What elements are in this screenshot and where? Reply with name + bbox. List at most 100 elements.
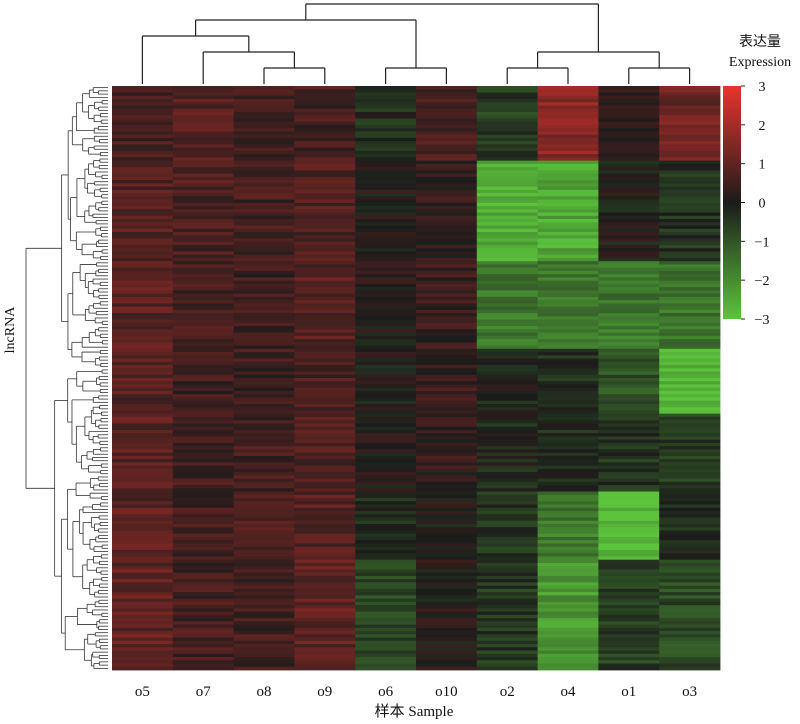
heatmap-cell [598, 254, 660, 259]
heatmap-cell [233, 173, 295, 178]
heatmap-cell [112, 199, 174, 204]
heatmap-cell [233, 167, 295, 171]
heatmap-cell [172, 248, 234, 252]
heatmap-cell [659, 384, 721, 389]
heatmap-cell [416, 423, 478, 428]
heatmap-cell [416, 287, 478, 291]
heatmap-cell [416, 105, 478, 110]
heatmap-cell [355, 238, 417, 243]
heatmap-cell [112, 624, 174, 629]
heatmap-cell [598, 455, 660, 460]
heatmap-cell [112, 86, 174, 90]
heatmap-cell [172, 407, 234, 411]
heatmap-cell [416, 666, 478, 671]
heatmap-cell [537, 585, 599, 590]
heatmap-cell [172, 533, 234, 538]
heatmap-cell [294, 426, 356, 431]
heatmap-cell [598, 306, 660, 311]
colorbar-gradient [723, 86, 741, 319]
heatmap-cell [659, 352, 721, 356]
heatmap-cell [355, 368, 417, 372]
heatmap-cell [355, 92, 417, 97]
heatmap-cell [659, 264, 721, 269]
heatmap-cell [172, 163, 234, 168]
heatmap-cell [233, 384, 295, 389]
heatmap-cell [233, 115, 295, 119]
heatmap-cell [537, 235, 599, 239]
heatmap-cell [355, 631, 417, 635]
heatmap-cell [476, 163, 538, 168]
heatmap-cell [476, 566, 538, 570]
heatmap-cell [537, 644, 599, 648]
heatmap-cell [233, 611, 295, 616]
heatmap-cell [416, 131, 478, 136]
heatmap-cell [659, 209, 721, 213]
heatmap-cell [537, 614, 599, 619]
heatmap-cell [172, 332, 234, 337]
heatmap-cell [537, 459, 599, 463]
heatmap-cell [172, 189, 234, 194]
heatmap-cell [598, 335, 660, 340]
heatmap-cell [659, 436, 721, 441]
heatmap-cell [172, 319, 234, 324]
heatmap-cell [659, 261, 721, 265]
heatmap-cell [659, 498, 721, 502]
heatmap-cell [598, 209, 660, 213]
heatmap-cell [476, 98, 538, 103]
heatmap-cell [659, 459, 721, 463]
heatmap-cell [233, 348, 295, 353]
heatmap-cell [112, 95, 174, 100]
heatmap-cell [112, 157, 174, 162]
heatmap-cell [476, 549, 538, 554]
heatmap-cell [355, 180, 417, 184]
heatmap-cell [476, 579, 538, 583]
heatmap-cell [476, 274, 538, 278]
heatmap-cell [355, 605, 417, 609]
heatmap-cell [172, 157, 234, 162]
heatmap-cell [233, 572, 295, 577]
heatmap-cell [416, 637, 478, 642]
heatmap-cell [172, 105, 234, 110]
heatmap-cell [355, 254, 417, 259]
heatmap-cell [172, 267, 234, 272]
heatmap-cell [598, 98, 660, 103]
heatmap-cell [659, 147, 721, 152]
heatmap-cell [476, 121, 538, 126]
heatmap-cell [233, 86, 295, 90]
heatmap-cell [659, 241, 721, 246]
heatmap-cell [112, 348, 174, 353]
heatmap-cell [294, 507, 356, 512]
heatmap-cell [476, 290, 538, 295]
heatmap-cell [233, 627, 295, 632]
heatmap-cell [659, 653, 721, 658]
heatmap-cell [112, 131, 174, 136]
heatmap-cell [659, 180, 721, 184]
heatmap-cell [355, 433, 417, 437]
heatmap-cell [112, 481, 174, 486]
heatmap-cell [294, 329, 356, 333]
heatmap-cell [355, 199, 417, 204]
heatmap-cell [294, 504, 356, 509]
heatmap-cell [476, 111, 538, 116]
heatmap-cell [112, 524, 174, 528]
heatmap-cell [172, 507, 234, 512]
heatmap-cell [476, 397, 538, 402]
heatmap-cell [112, 219, 174, 223]
heatmap-cell [537, 575, 599, 580]
heatmap-cell [416, 397, 478, 402]
heatmap-cell [659, 365, 721, 369]
heatmap-cell [598, 378, 660, 382]
heatmap-cell [537, 283, 599, 288]
heatmap-cell [294, 248, 356, 252]
heatmap-cell [172, 296, 234, 301]
heatmap-cell [172, 287, 234, 291]
heatmap-cell [659, 634, 721, 638]
heatmap-cell [416, 173, 478, 178]
heatmap-cell [172, 342, 234, 346]
heatmap-cell [537, 640, 599, 645]
heatmap-cell [416, 111, 478, 116]
heatmap-cell [294, 251, 356, 256]
heatmap-cell [537, 543, 599, 548]
heatmap-cell [233, 264, 295, 269]
heatmap-cell [476, 575, 538, 580]
